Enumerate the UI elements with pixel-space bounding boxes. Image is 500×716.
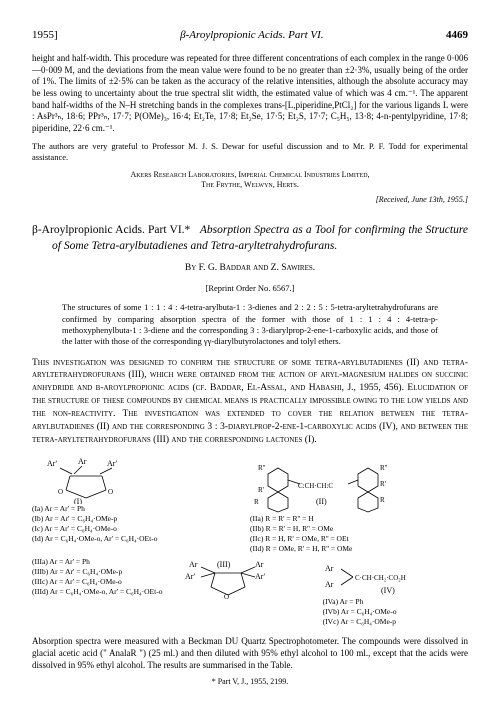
svg-text:C·CH·CH₂·CO₂H: C·CH·CH₂·CO₂H	[355, 574, 406, 582]
abstract: The structures of some 1 : 1 : 4 : 4-tet…	[62, 302, 438, 346]
label-IIId: (IIId) Ar = C₆H₄·OMe-o, Ar' = C₆H₄·OEt-o	[32, 587, 177, 597]
svg-text:(II): (II)	[316, 497, 327, 506]
structure-IV-labels: (IVa) Ar = Ph (IVb) Ar = C₆H₄·OMe-o (IVc…	[323, 597, 468, 626]
svg-text:Ar: Ar	[255, 560, 264, 569]
label-IVc: (IVc) Ar = C₆H₄·OMe-p	[323, 617, 468, 627]
label-IIc: (IIc) R = H, R' = OMe, R'' = OEt	[250, 534, 468, 544]
svg-text:R'': R''	[258, 464, 265, 472]
label-IIa: (IIa) R = R' = R'' = H	[250, 514, 468, 524]
body-paragraph-2: Absorption spectra were measured with a …	[32, 635, 468, 671]
svg-text:O: O	[108, 488, 113, 496]
structure-IV-svg: Ar Ar C·CH·CH₂·CO₂H (IV)	[323, 557, 463, 597]
structure-I-labels: (Ia) Ar = Ar' = Ph (Ib) Ar = Ar' = C₆H₄·…	[32, 504, 250, 543]
structure-III-svg: Ar Ar Ar' Ar' O (III)	[177, 557, 277, 599]
label-IIb: (IIb) R = R' = H, R'' = OMe	[250, 524, 468, 534]
svg-text:Ar': Ar'	[47, 459, 57, 468]
label-IId: (IId) R = OMe, R' = H, R'' = OMe	[250, 544, 468, 554]
structure-II-labels: (IIa) R = R' = R'' = H (IIb) R = R' = H,…	[250, 514, 468, 553]
affiliation: Akers Research Laboratories, Imperial Ch…	[32, 170, 468, 192]
body-paragraph-1: This investigation was designed to confi…	[32, 357, 468, 447]
body-p1-text: This investigation was designed to confi…	[32, 358, 468, 445]
svg-text:R'': R''	[380, 464, 387, 472]
svg-text:Ar: Ar	[325, 564, 334, 573]
svg-text:(III): (III)	[217, 560, 231, 569]
header-year: 1955]	[32, 28, 58, 43]
svg-text:Ar: Ar	[189, 560, 198, 569]
svg-text:Ar: Ar	[325, 580, 334, 589]
structure-II: R'' R' R C:CH·CH:C R'' R' R (II) (IIa) R…	[250, 454, 468, 553]
svg-text:R': R'	[258, 486, 264, 494]
svg-text:R: R	[254, 498, 259, 506]
running-header: 1955] β-Aroylpropionic Acids. Part VI. 4…	[32, 28, 468, 43]
header-page-number: 4469	[446, 28, 468, 43]
label-Ia: (Ia) Ar = Ar' = Ph	[32, 504, 250, 514]
svg-text:Ar': Ar'	[255, 572, 265, 581]
label-Ic: (Ic) Ar = Ar' = C₆H₄·OMe-o	[32, 524, 250, 534]
structure-I: Ar' Ar' Ar O O (I) (Ia) Ar = Ar' = Ph (I…	[32, 454, 250, 543]
structure-IV: Ar Ar C·CH·CH₂·CO₂H (IV) (IVa) Ar = Ph (…	[323, 557, 468, 626]
chemical-diagrams: Ar' Ar' Ar O O (I) (Ia) Ar = Ar' = Ph (I…	[32, 454, 468, 626]
label-Id: (Id) Ar = C₆H₄·OMe-o, Ar' = C₆H₄·OEt-o	[32, 534, 250, 544]
structure-III-labels-col: (IIIa) Ar = Ar' = Ph (IIIb) Ar = Ar' = C…	[32, 557, 177, 596]
svg-text:R: R	[380, 496, 385, 504]
label-IIIc: (IIIc) Ar = Ar' = C₆H₄·OMe-o	[32, 577, 177, 587]
reprint-order: [Reprint Order No. 6567.]	[32, 283, 468, 294]
label-IVa: (IVa) Ar = Ph	[323, 597, 468, 607]
article-title: β-Aroylpropionic Acids. Part VI.* Absorp…	[32, 222, 468, 254]
label-IVb: (IVb) Ar = C₆H₄·OMe-o	[323, 607, 468, 617]
svg-text:(I): (I)	[74, 497, 82, 504]
svg-text:Ar': Ar'	[107, 459, 117, 468]
svg-text:Ar': Ar'	[185, 572, 195, 581]
svg-text:O: O	[58, 488, 63, 496]
svg-text:R': R'	[380, 480, 386, 488]
svg-text:Ar: Ar	[78, 457, 87, 466]
header-running-title: β-Aroylpropionic Acids. Part VI.	[180, 28, 323, 43]
structure-I-svg: Ar' Ar' Ar O O (I)	[32, 454, 132, 504]
label-IIIb: (IIIb) Ar = Ar' = C₆H₄·OMe-p	[32, 567, 177, 577]
received-date: [Received, June 13th, 1955.]	[32, 195, 468, 206]
svg-text:(IV): (IV)	[381, 586, 395, 595]
label-Ib: (Ib) Ar = Ar' = C₆H₄·OMe-p	[32, 514, 250, 524]
acknowledgement: The authors are very grateful to Profess…	[32, 141, 468, 164]
svg-text:C:CH·CH:C: C:CH·CH:C	[298, 482, 333, 490]
prior-article-paragraph: height and half-width. This procedure wa…	[32, 53, 468, 135]
structure-III-labels: (IIIa) Ar = Ar' = Ph (IIIb) Ar = Ar' = C…	[32, 557, 177, 596]
affil-line-1: Akers Research Laboratories, Imperial Ch…	[130, 170, 369, 179]
structure-II-svg: R'' R' R C:CH·CH:C R'' R' R (II)	[250, 454, 400, 514]
byline: By F. G. Baddar and Z. Sawires.	[32, 262, 468, 275]
label-IIIa: (IIIa) Ar = Ar' = Ph	[32, 557, 177, 567]
structure-III: Ar Ar Ar' Ar' O (III)	[177, 557, 322, 599]
title-prefix: β-Aroylpropionic Acids. Part VI.*	[32, 224, 190, 236]
svg-text:O: O	[224, 593, 229, 599]
affil-line-2: The Frythe, Welwyn, Herts.	[201, 180, 299, 189]
